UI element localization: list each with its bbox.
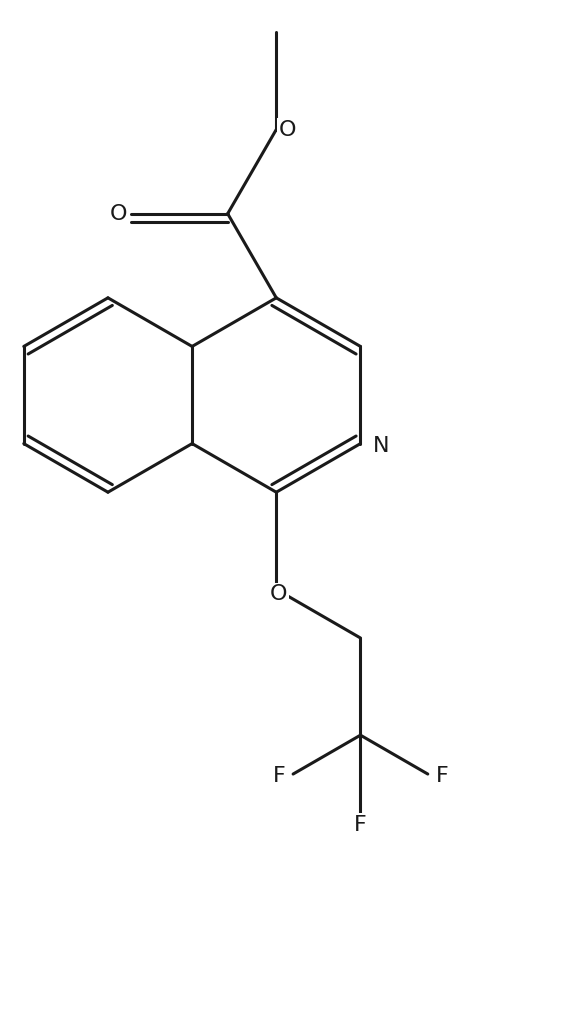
Text: F: F [354, 815, 367, 835]
Text: F: F [435, 766, 448, 786]
Text: O: O [269, 585, 287, 604]
Text: N: N [373, 436, 390, 456]
Text: O: O [110, 204, 128, 224]
Text: F: F [273, 766, 285, 786]
Text: O: O [279, 120, 297, 139]
